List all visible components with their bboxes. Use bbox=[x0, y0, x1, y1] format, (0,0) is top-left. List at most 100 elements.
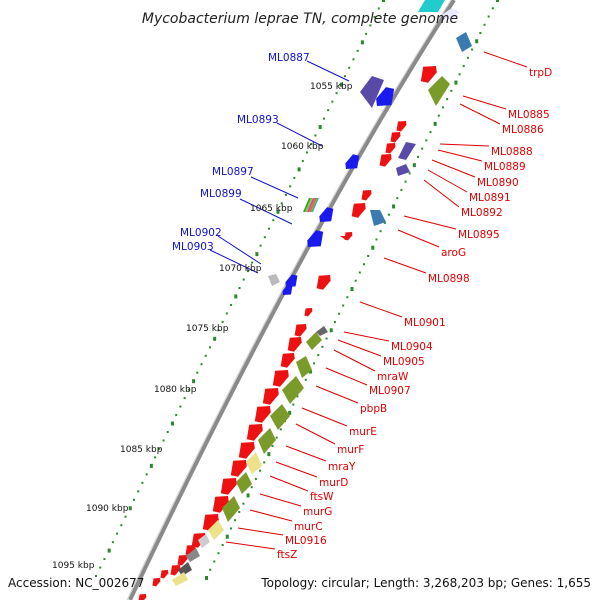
gene-arrow bbox=[307, 230, 324, 247]
tick-mark bbox=[483, 23, 486, 26]
gene-label-ml0893[interactable]: ML0893 bbox=[237, 114, 279, 126]
gene-label-ftsw[interactable]: ftsW bbox=[310, 491, 334, 503]
gene-label-mure[interactable]: murE bbox=[349, 426, 377, 438]
gene-label-ml0897[interactable]: ML0897 bbox=[212, 166, 254, 178]
tick-mark bbox=[308, 369, 312, 374]
forward-gene-labels: ML0887 ML0893 ML0897 ML0899 ML0902 ML0903 bbox=[172, 52, 310, 253]
gene-label-ml0903[interactable]: ML0903 bbox=[172, 241, 214, 253]
tick-mark bbox=[209, 568, 212, 571]
tick-mark bbox=[196, 371, 199, 374]
tick-mark bbox=[166, 431, 169, 433]
leader-line bbox=[423, 179, 460, 208]
tick-mark bbox=[175, 414, 178, 417]
gene-label-murd[interactable]: murD bbox=[319, 477, 348, 489]
cds-block bbox=[208, 520, 224, 540]
cds-block bbox=[306, 332, 322, 350]
gene-label-ml0889[interactable]: ML0889 bbox=[484, 161, 526, 173]
tick-mark bbox=[246, 270, 249, 273]
cds-block bbox=[236, 472, 252, 494]
cds-block bbox=[428, 76, 450, 106]
gene-label-ml0890[interactable]: ML0890 bbox=[477, 177, 519, 189]
tick-mark bbox=[317, 354, 320, 357]
tick-mark bbox=[200, 363, 203, 366]
gene-label-trpd[interactable]: trpD bbox=[529, 67, 552, 79]
gene-label-ml0895[interactable]: ML0895 bbox=[458, 229, 500, 241]
tick-mark bbox=[162, 439, 165, 442]
tick-mark bbox=[310, 143, 313, 145]
leader-line bbox=[295, 423, 336, 445]
gene-arrow bbox=[138, 594, 147, 600]
gene-label-ml0905[interactable]: ML0905 bbox=[383, 356, 425, 368]
stripe-cds bbox=[311, 198, 319, 212]
gray-cds bbox=[268, 274, 280, 286]
tick-mark bbox=[221, 543, 224, 546]
gene-label-murf[interactable]: murF bbox=[337, 444, 364, 456]
leader-line bbox=[301, 407, 348, 427]
gene-arrow bbox=[351, 203, 366, 218]
gene-arrow bbox=[220, 478, 237, 495]
gene-label-ml0887[interactable]: ML0887 bbox=[268, 52, 310, 64]
tick-mark bbox=[404, 180, 407, 183]
kbp-marker: 1085 kbp bbox=[120, 445, 163, 455]
leader-line bbox=[250, 176, 299, 199]
gene-label-ml0901[interactable]: ML0901 bbox=[404, 317, 446, 329]
gene-label-ml0886[interactable]: ML0886 bbox=[502, 124, 544, 136]
topology-text: Topology: circular; Length: 3,268,203 bp… bbox=[260, 576, 591, 590]
gene-label-ml0904[interactable]: ML0904 bbox=[391, 341, 433, 353]
tick-mark bbox=[170, 421, 174, 426]
gene-label-ml0899[interactable]: ML0899 bbox=[200, 188, 242, 200]
tick-mark bbox=[267, 452, 271, 457]
cds-block bbox=[186, 548, 200, 562]
gene-label-mray[interactable]: mraY bbox=[328, 461, 356, 473]
leader-lines bbox=[209, 51, 528, 550]
gene-label-ml0891[interactable]: ML0891 bbox=[469, 192, 511, 204]
gene-label-ml0902[interactable]: ML0902 bbox=[180, 227, 222, 239]
tick-mark bbox=[358, 271, 361, 274]
tick-mark bbox=[433, 121, 437, 126]
stripe-cds bbox=[305, 198, 313, 212]
gene-label-ml0885[interactable]: ML0885 bbox=[508, 109, 550, 121]
tick-mark bbox=[254, 477, 257, 480]
gene-label-murc[interactable]: murC bbox=[294, 521, 323, 533]
gene-arrow bbox=[282, 284, 293, 295]
gene-label-pbpb[interactable]: pbpB bbox=[360, 403, 387, 415]
tick-mark bbox=[396, 197, 399, 200]
leader-line bbox=[439, 143, 490, 147]
leader-line bbox=[431, 159, 476, 178]
gene-label-ftsz[interactable]: ftsZ bbox=[277, 549, 297, 561]
tick-mark bbox=[187, 388, 190, 391]
gene-arrow bbox=[390, 132, 401, 143]
accession-text: Accession: NC_002677 bbox=[8, 576, 144, 590]
tick-mark bbox=[230, 303, 233, 306]
tick-mark bbox=[179, 405, 182, 408]
cds-block bbox=[456, 32, 472, 52]
tick-mark bbox=[313, 362, 316, 365]
leader-line bbox=[285, 445, 327, 462]
tick-mark bbox=[259, 244, 262, 247]
tick-mark bbox=[373, 15, 376, 18]
tick-mark bbox=[354, 279, 357, 282]
gene-label-ml0888[interactable]: ML0888 bbox=[491, 146, 533, 158]
gene-label-ml0907[interactable]: ML0907 bbox=[369, 385, 411, 397]
tick-mark bbox=[250, 486, 253, 489]
gene-label-mraw[interactable]: mraW bbox=[377, 371, 409, 383]
leader-line bbox=[209, 249, 259, 274]
tick-mark bbox=[149, 463, 153, 468]
tick-mark bbox=[356, 49, 359, 52]
tick-mark bbox=[288, 410, 292, 415]
leader-line bbox=[217, 235, 262, 265]
gene-label-ml0898[interactable]: ML0898 bbox=[428, 273, 470, 285]
gene-arrow bbox=[376, 87, 395, 106]
gene-label-murg[interactable]: murG bbox=[303, 506, 332, 518]
gene-label-arog[interactable]: aroG bbox=[441, 247, 466, 259]
tick-mark bbox=[221, 320, 224, 323]
tick-mark bbox=[371, 245, 375, 250]
gene-label-ml0916[interactable]: ML0916 bbox=[285, 535, 327, 547]
tick-mark bbox=[234, 294, 238, 299]
gene-arrow bbox=[185, 545, 196, 556]
tick-mark bbox=[204, 354, 207, 357]
gene-label-ml0892[interactable]: ML0892 bbox=[461, 207, 503, 219]
leader-line bbox=[276, 122, 323, 147]
cds-block bbox=[172, 572, 188, 586]
